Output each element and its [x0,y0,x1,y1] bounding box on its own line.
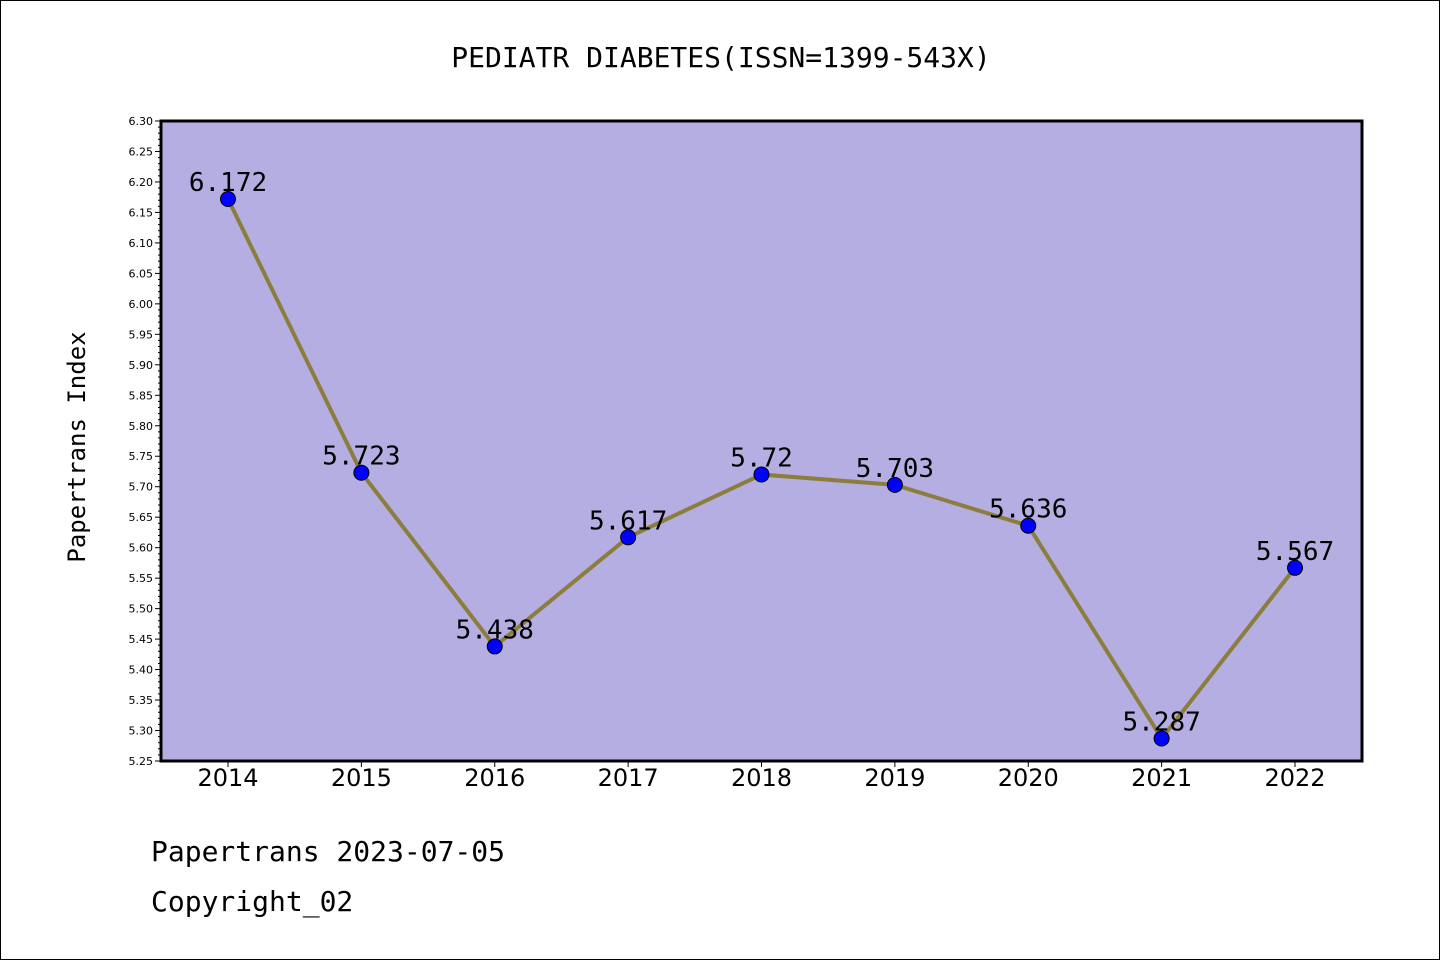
y-tick-label: 5.55 [129,572,154,585]
data-label: 5.567 [1256,537,1334,567]
series: 6.172 5.723 5.438 5.617 5.72 5.703 5.636 5.287 5… [189,168,1334,747]
data-point [220,191,236,208]
data-point [1287,559,1303,576]
x-axis: 2014 2015 2016 2017 2018 2019 2020 2021 2022 [197,761,1326,792]
plot-area [161,121,1362,761]
chart-title: PEDIATR DIABETES(ISSN=1399-543X) [451,41,990,74]
y-tick-label: 6.10 [129,237,154,250]
y-tick-label: 6.30 [129,115,154,128]
data-label: 5.636 [989,495,1067,525]
y-axis: 5.25 5.30 5.35 5.40 5.45 5.50 5.55 5.60 5.65 5.70… [129,115,161,768]
x-tick-label: 2017 [598,764,659,792]
y-tick-label: 5.70 [129,481,154,494]
y-tick-label: 6.15 [129,206,154,219]
x-tick-label: 2022 [1264,764,1325,792]
y-tick-label: 5.75 [129,450,154,463]
data-label: 5.72 [730,444,793,474]
data-label: 5.703 [856,454,934,484]
data-label: 5.438 [456,615,534,645]
y-tick-label: 5.30 [129,725,154,738]
y-tick-label: 5.35 [129,694,154,707]
plot-border [159,119,1364,763]
y-tick-label: 5.25 [129,755,154,768]
y-tick-label: 5.90 [129,359,154,372]
x-tick-label: 2018 [731,764,792,792]
data-point [1153,730,1170,747]
x-tick-label: 2016 [464,764,525,792]
footer-copyright: Copyright_02 [151,885,354,918]
x-tick-label: 2020 [998,764,1059,792]
y-tick-label: 6.00 [129,298,154,311]
y-tick-label: 6.20 [129,176,154,189]
data-point [1020,517,1037,534]
y-tick-label: 5.65 [129,511,154,524]
y-tick-label: 6.25 [129,145,154,158]
x-tick-label: 2014 [197,764,258,792]
x-tick-label: 2015 [331,764,392,792]
y-tick-label: 5.85 [129,389,154,402]
data-label: 5.617 [589,506,667,536]
y-axis-label: Papertrans Index [63,331,91,562]
y-tick-label: 5.40 [129,664,154,677]
data-point [353,464,370,481]
data-point [753,466,770,483]
y-tick-label: 5.60 [129,542,154,555]
x-tick-label: 2019 [864,764,925,792]
data-point [486,638,503,655]
y-tick-label: 6.05 [129,267,154,280]
data-label: 5.287 [1122,707,1200,737]
data-label: 6.172 [189,168,267,198]
y-tick-label: 5.80 [129,420,154,433]
y-tick-label: 5.95 [129,328,154,341]
data-point [886,476,903,493]
footer-date: Papertrans 2023-07-05 [151,835,506,868]
data-point [620,529,637,546]
x-tick-label: 2021 [1131,764,1192,792]
y-tick-label: 5.50 [129,603,154,616]
data-label: 5.723 [322,442,400,472]
y-tick-label: 5.45 [129,633,154,646]
